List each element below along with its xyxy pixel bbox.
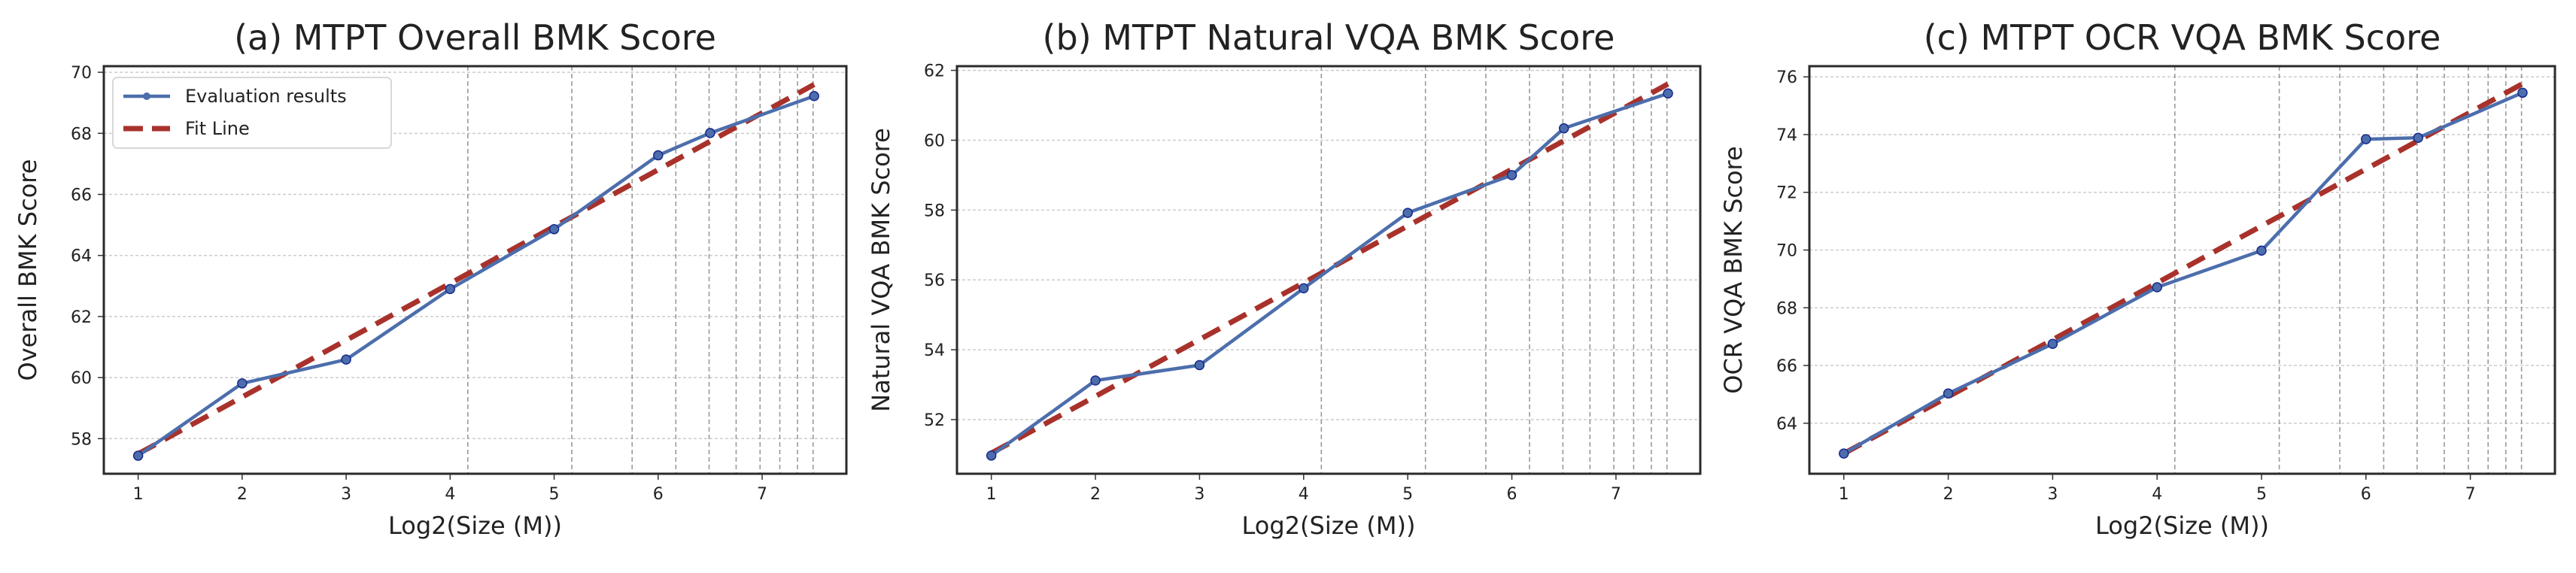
data-point <box>341 354 351 365</box>
x-tick-label: 2 <box>1943 485 1954 504</box>
y-tick-label: 76 <box>1776 68 1797 87</box>
data-point <box>653 150 664 161</box>
y-tick-label: 52 <box>924 411 945 430</box>
data-point <box>1299 283 1309 294</box>
x-tick-label: 3 <box>341 485 351 504</box>
data-point <box>1839 448 1849 459</box>
chart-panel-c: 64 66 68 70 72 74 76 1 2 3 4 5 6 7 (c) MTPT OCR VQA BM… <box>1719 17 2556 540</box>
y-tick-label: 60 <box>71 369 92 388</box>
y-tick-label: 64 <box>1776 415 1797 434</box>
y-tick-label: 72 <box>1776 184 1797 203</box>
fit-line <box>989 81 1669 456</box>
y-tick-label: 62 <box>71 308 92 327</box>
x-tick-label: 4 <box>445 485 455 504</box>
x-tick-label: 1 <box>986 485 997 504</box>
evaluation-line <box>137 94 815 457</box>
fit-line <box>1842 81 2524 456</box>
x-tick-label: 6 <box>1507 485 1517 504</box>
y-tick-label: 56 <box>924 271 945 290</box>
data-point <box>445 283 456 295</box>
data-point <box>132 450 144 461</box>
y-tick-label: 68 <box>71 125 92 144</box>
x-tick-label: 5 <box>2256 485 2267 504</box>
legend: Evaluation results Fit Line <box>112 77 392 149</box>
data-point <box>1558 123 1569 134</box>
x-tick-label: 6 <box>653 485 664 504</box>
x-tick-label: 4 <box>1299 485 1309 504</box>
data-point <box>1943 388 1954 399</box>
y-tick-label: 58 <box>71 430 92 449</box>
axes-frame <box>1808 65 2556 475</box>
x-tick-label: 2 <box>1090 485 1101 504</box>
data-point <box>2047 338 2058 350</box>
y-tick-label: 68 <box>1776 299 1797 318</box>
data-point <box>1506 170 1517 180</box>
chart-title: (a) MTPT Overall BMK Score <box>234 17 716 58</box>
x-axis-label: Log2(Size (M)) <box>1242 511 1416 540</box>
data-point <box>705 128 715 138</box>
axes-frame <box>102 65 848 475</box>
x-tick-label: 6 <box>2361 485 2371 504</box>
data-point <box>1663 88 1673 99</box>
legend-frame <box>112 77 392 149</box>
fit-line <box>136 82 816 456</box>
x-tick-label: 7 <box>2465 485 2476 504</box>
data-point <box>2361 134 2371 144</box>
y-tick-label: 74 <box>1776 126 1797 145</box>
x-tick-label: 1 <box>1839 485 1849 504</box>
axes-frame <box>955 65 1702 475</box>
legend-eval-label: Evaluation results <box>185 86 347 107</box>
x-axis-label: Log2(Size (M)) <box>388 511 562 540</box>
x-tick-label: 5 <box>1402 485 1413 504</box>
y-tick-label: 70 <box>1776 242 1797 261</box>
y-tick-label: 70 <box>71 64 92 83</box>
data-point <box>1194 359 1205 371</box>
y-axis-label: OCR VQA BMK Score <box>1719 146 1748 393</box>
y-tick-label: 58 <box>924 202 945 220</box>
y-axis-label: Natural VQA BMK Score <box>867 128 895 412</box>
legend-eval-marker <box>143 92 150 100</box>
y-tick-label: 62 <box>924 62 945 81</box>
x-tick-label: 7 <box>757 485 767 504</box>
y-tick-label: 66 <box>71 186 92 205</box>
chart-panel-a: 58 60 62 64 66 68 70 1 2 3 4 5 6 7 (a) MTPT Overall BM… <box>14 17 848 540</box>
data-point <box>1090 375 1101 386</box>
data-point <box>2517 87 2528 99</box>
evaluation-line <box>990 92 1669 457</box>
legend-fit-label: Fit Line <box>185 118 250 139</box>
data-point <box>237 378 248 389</box>
evaluation-line <box>1842 91 2523 456</box>
x-tick-label: 2 <box>237 485 248 504</box>
data-point <box>986 450 997 461</box>
data-point <box>809 91 819 102</box>
y-tick-label: 54 <box>924 341 945 360</box>
x-tick-label: 7 <box>1611 485 1621 504</box>
x-tick-label: 3 <box>2047 485 2058 504</box>
data-point <box>548 224 560 235</box>
data-point <box>1402 208 1413 218</box>
data-point <box>2152 282 2162 293</box>
x-tick-label: 3 <box>1194 485 1204 504</box>
y-tick-label: 64 <box>71 247 92 266</box>
y-axis-label: Overall BMK Score <box>14 159 42 381</box>
chart-title: (c) MTPT OCR VQA BMK Score <box>1924 17 2441 58</box>
y-tick-label: 60 <box>924 132 945 150</box>
data-point <box>2413 132 2423 143</box>
y-tick-label: 66 <box>1776 357 1797 376</box>
x-tick-label: 1 <box>133 485 144 504</box>
data-point <box>2256 245 2267 256</box>
x-tick-label: 5 <box>549 485 560 504</box>
chart-title: (b) MTPT Natural VQA BMK Score <box>1043 17 1615 58</box>
x-tick-label: 4 <box>2152 485 2162 504</box>
x-axis-label: Log2(Size (M)) <box>2095 511 2269 540</box>
